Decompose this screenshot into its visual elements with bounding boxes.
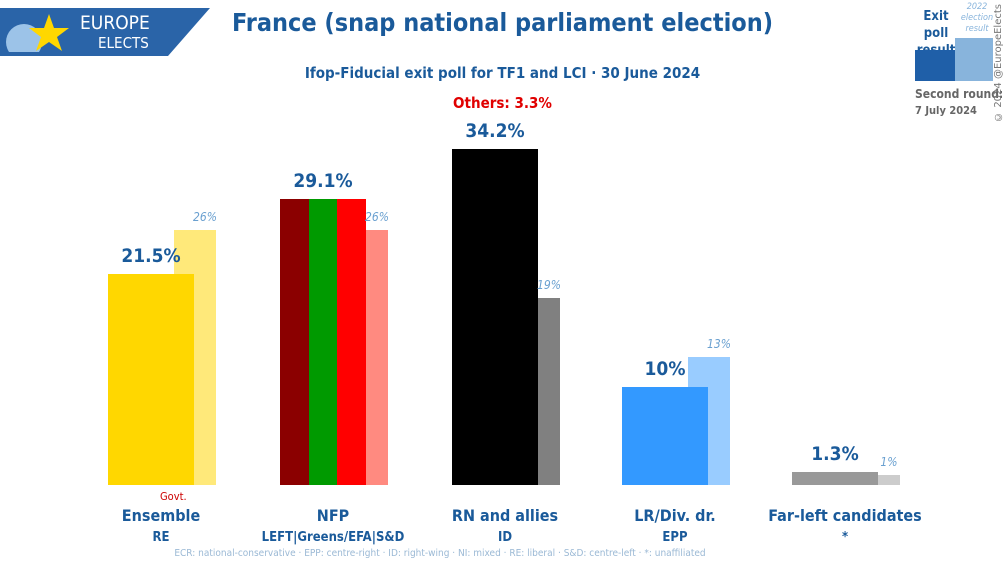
group-label: ID bbox=[497, 530, 513, 545]
category-label: LR/Div. dr. bbox=[634, 506, 716, 525]
legend-current-swatch bbox=[915, 50, 955, 81]
category-label: Ensemble bbox=[121, 506, 201, 525]
second-round-label: Second round: bbox=[915, 87, 1004, 101]
chart-subtitle: Ifop-Fiducial exit poll for TF1 and LCI … bbox=[304, 64, 701, 82]
value-label: 1.3% bbox=[811, 443, 859, 466]
category-label: RN and allies bbox=[451, 506, 559, 525]
europe-elects-logo: EUROPE ELECTS bbox=[0, 8, 210, 56]
logo-text: EUROPE bbox=[80, 12, 150, 34]
exit-poll-bar bbox=[108, 273, 194, 485]
previous-value-label: 1% bbox=[880, 455, 898, 470]
second-round-date: 7 July 2024 bbox=[915, 104, 977, 117]
exit-poll-bar bbox=[622, 386, 708, 485]
legend-previous-label: 2022 election result bbox=[960, 2, 994, 34]
previous-value-label: 19% bbox=[537, 278, 561, 293]
others-label: Others: 3.3% bbox=[453, 94, 552, 112]
chart-title: France (snap national parliament electio… bbox=[231, 8, 774, 37]
exit-poll-bar bbox=[452, 149, 538, 485]
group-label: LEFT|Greens/EFA|S&D bbox=[261, 530, 405, 545]
value-label: 10% bbox=[644, 357, 686, 380]
category-label: NFP bbox=[316, 506, 350, 525]
legend-previous-swatch bbox=[955, 38, 993, 81]
govt-label: Govt. bbox=[160, 490, 187, 503]
logo-text-2: ELECTS bbox=[98, 34, 149, 52]
category-label: Far-left candidates bbox=[768, 506, 922, 525]
value-label: 29.1% bbox=[293, 170, 353, 193]
exit-poll-bar bbox=[280, 199, 309, 485]
group-label: RE bbox=[152, 530, 170, 545]
exit-poll-bar bbox=[308, 199, 338, 485]
value-label: 34.2% bbox=[465, 120, 525, 142]
exit-poll-bar bbox=[337, 199, 367, 485]
copyright: © 2024 @EuropeElects bbox=[993, 4, 1004, 122]
star-logo-icon bbox=[6, 14, 69, 52]
previous-value-label: 13% bbox=[707, 337, 731, 352]
group-label: * bbox=[841, 530, 849, 545]
previous-value-label: 26% bbox=[193, 209, 217, 224]
group-label: EPP bbox=[662, 530, 688, 545]
footnote: ECR: national-conservative · EPP: centre… bbox=[174, 548, 706, 559]
previous-result-bar bbox=[858, 475, 900, 485]
exit-poll-bar bbox=[792, 472, 878, 485]
value-label: 21.5% bbox=[121, 244, 181, 267]
previous-value-label: 26% bbox=[365, 209, 389, 224]
